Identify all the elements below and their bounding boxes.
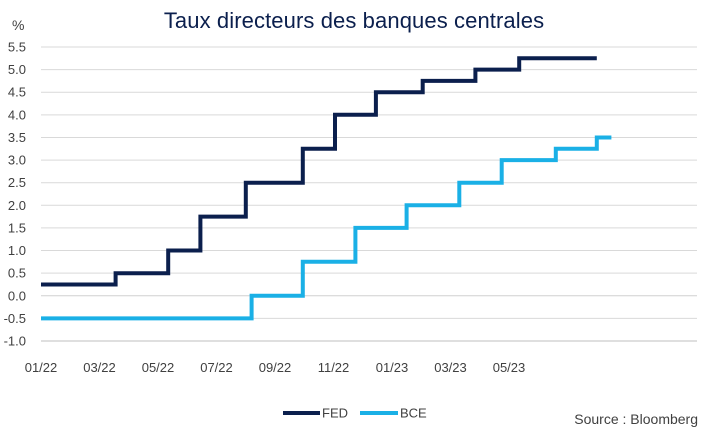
x-tick-label: 03/23 bbox=[434, 360, 467, 375]
x-tick-label: 01/22 bbox=[25, 360, 58, 375]
y-unit-label: % bbox=[12, 17, 25, 33]
y-tick-label: 3.0 bbox=[8, 153, 26, 168]
x-tick-label: 09/22 bbox=[259, 360, 292, 375]
series-lines bbox=[41, 56, 612, 321]
y-tick-label: 2.0 bbox=[8, 198, 26, 213]
x-tick-label: 01/23 bbox=[376, 360, 409, 375]
y-tick-label: -0.5 bbox=[4, 311, 26, 326]
legend-label-fed: FED bbox=[322, 406, 348, 421]
legend: FED BCE bbox=[283, 406, 427, 421]
y-tick-label: 5.0 bbox=[8, 62, 26, 77]
series-line-fed bbox=[41, 56, 597, 287]
chart-title: Taux directeurs des banques centrales bbox=[163, 8, 545, 33]
x-tick-label: 05/23 bbox=[493, 360, 526, 375]
y-tick-label: 2.5 bbox=[8, 175, 26, 190]
y-tick-label: 0.5 bbox=[8, 266, 26, 281]
x-tick-label: 07/22 bbox=[200, 360, 233, 375]
y-tick-label: 4.0 bbox=[8, 107, 26, 122]
y-tick-label: -1.0 bbox=[4, 334, 26, 349]
legend-label-bce: BCE bbox=[400, 406, 427, 421]
x-tick-label: 11/22 bbox=[318, 360, 350, 375]
grid-lines bbox=[41, 46, 697, 342]
y-tick-label: 1.5 bbox=[8, 220, 26, 235]
y-tick-label: 3.5 bbox=[8, 130, 26, 145]
series-line-bce bbox=[41, 135, 612, 321]
x-tick-label: 05/22 bbox=[142, 360, 175, 375]
y-tick-label: 0.0 bbox=[8, 288, 26, 303]
y-axis-ticks: -1.0 -0.5 0.0 0.5 1.0 1.5 2.0 2.5 3.0 3.5 4.0 4.5 5.… bbox=[4, 40, 26, 349]
source-note: Source : Bloomberg bbox=[574, 411, 698, 427]
x-axis-ticks: 01/22 03/22 05/22 07/22 09/22 11/22 01/23 03/23… bbox=[25, 360, 526, 375]
y-tick-label: 1.0 bbox=[8, 243, 26, 258]
x-tick-label: 03/22 bbox=[83, 360, 116, 375]
y-tick-label: 5.5 bbox=[8, 40, 26, 55]
y-tick-label: 4.5 bbox=[8, 85, 26, 100]
